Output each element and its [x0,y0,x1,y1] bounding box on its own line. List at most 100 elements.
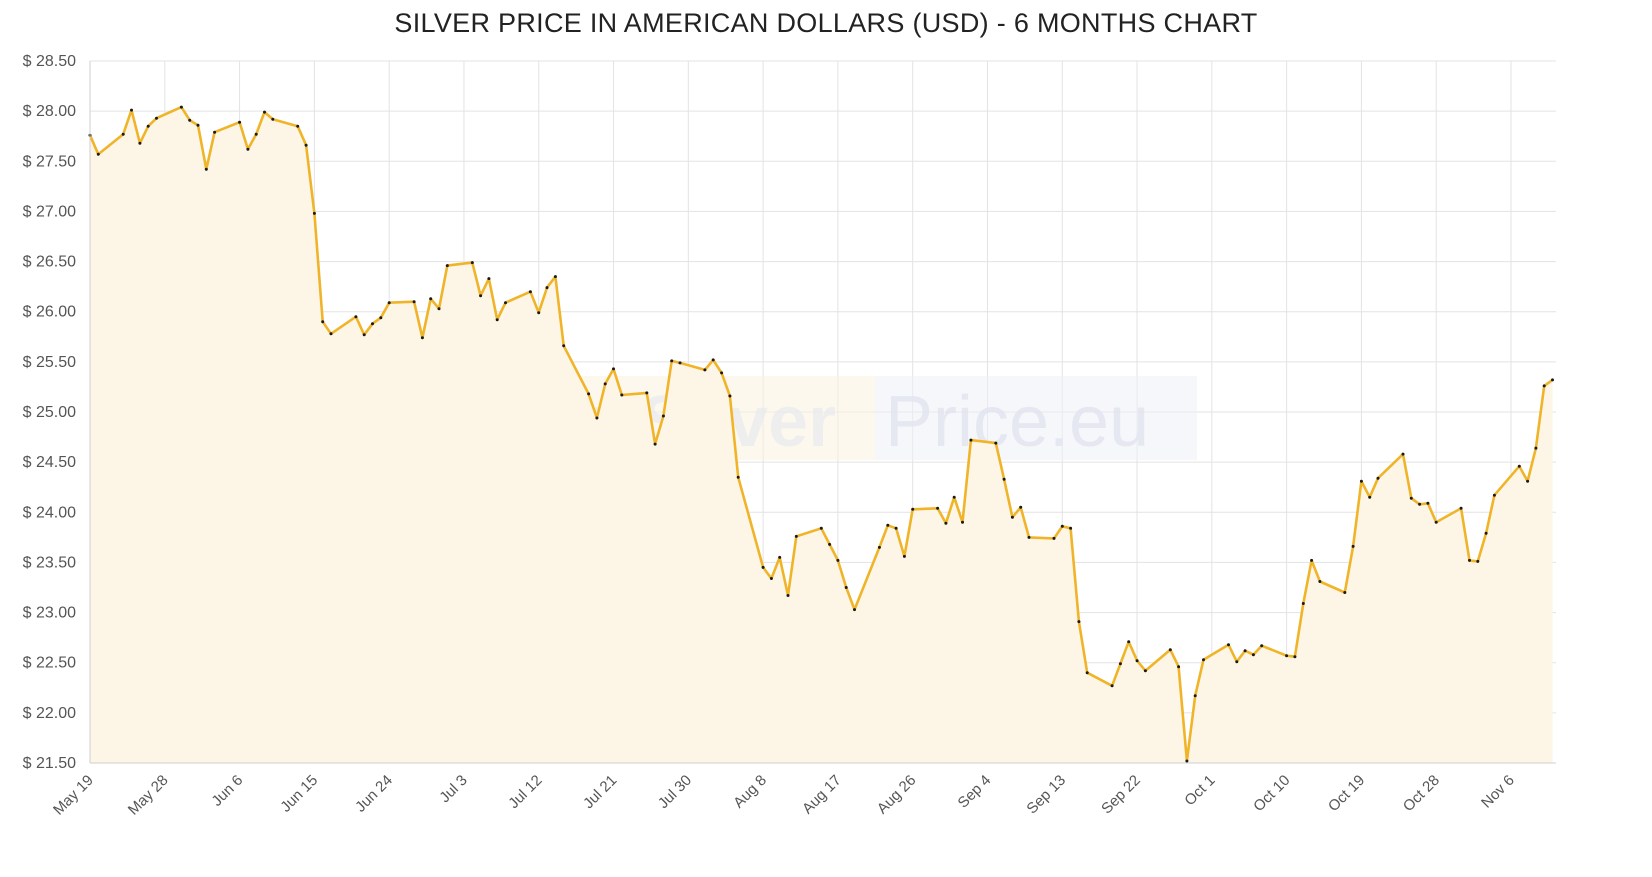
y-tick-label: $ 26.00 [23,304,76,321]
x-tick-label: Sep 13 [1023,772,1069,818]
y-tick-label: $ 25.00 [23,404,76,421]
data-point [254,132,258,136]
watermark-price-text: Price.eu [885,382,1149,462]
data-point [1019,505,1023,509]
x-tick-label: Jun 6 [208,772,246,810]
y-axis-ticks: $ 28.50 $ 28.00 $ 27.50 $ 27.00 $ 26.50 $ 26.… [23,53,76,772]
x-axis-ticks: May 19 May 28 Jun 6 Jun 15 Jun 24 Jul 3 Jul 12… [50,772,1518,819]
data-point [670,359,674,363]
data-point [420,336,424,340]
data-point [1409,496,1413,500]
data-point [1235,660,1239,664]
y-tick-label: $ 27.50 [23,153,76,170]
data-point [321,320,325,324]
data-point [1376,476,1380,480]
x-tick-label: Sep 22 [1098,772,1144,818]
data-point [387,301,391,305]
data-point [1251,653,1255,657]
data-point [1492,493,1496,497]
data-point [362,333,366,337]
data-point [1401,452,1405,456]
watermark-price-box [875,376,1197,460]
data-point [653,442,657,446]
data-point [130,108,133,112]
data-point [263,110,266,114]
data-point [1135,659,1139,663]
data-point [1052,536,1056,540]
data-point [1069,526,1073,530]
data-point [445,264,449,268]
data-point [553,275,557,279]
data-point [429,297,433,301]
x-tick-label: Jul 30 [655,772,695,812]
data-point [1434,520,1438,524]
data-point [96,152,100,156]
data-point [479,294,483,298]
data-points [88,105,1554,763]
data-point [911,507,915,511]
data-point [936,506,940,510]
data-point [894,526,898,530]
data-point [1027,535,1031,539]
data-point [412,300,416,304]
data-point [1301,602,1305,605]
data-point [1127,640,1131,644]
y-tick-label: $ 23.50 [23,554,76,571]
x-tick-label: Nov 6 [1478,772,1518,812]
chart-title: SILVER PRICE IN AMERICAN DOLLARS (USD) -… [394,8,1258,38]
data-point [537,311,541,315]
y-tick-label: $ 24.00 [23,504,76,521]
data-point [877,545,881,549]
data-point [1110,684,1114,688]
x-tick-label: Jun 15 [277,772,321,816]
data-point [645,391,649,395]
data-point [819,526,823,530]
data-point [902,554,906,558]
data-point [678,361,682,365]
data-point [545,286,549,290]
data-point [728,394,732,398]
data-point [1484,531,1488,535]
data-point [146,124,150,128]
data-point [853,608,856,612]
data-point [487,277,491,281]
data-point [437,307,441,311]
data-point [1168,648,1172,652]
data-point [312,211,316,215]
data-point [994,441,998,445]
data-point [1459,506,1463,510]
data-point [1010,515,1014,519]
x-tick-label: Sep 4 [955,772,995,812]
data-point [354,315,358,319]
data-point [188,118,192,122]
x-tick-label: Aug 26 [874,772,920,818]
data-point [1368,495,1372,499]
data-point [1426,501,1430,505]
data-point [969,438,973,442]
data-point [661,414,665,418]
data-point [1143,669,1147,673]
data-point [603,382,607,386]
data-point [528,290,532,294]
data-point [786,594,790,597]
data-point [121,132,125,136]
x-tick-label: Jun 24 [352,772,396,816]
data-point [961,520,964,524]
data-point [595,416,599,420]
data-point [736,475,740,479]
y-tick-label: $ 22.00 [23,705,76,722]
data-point [1351,544,1355,548]
x-tick-label: Aug 8 [730,772,770,812]
data-point [238,120,242,124]
data-point [271,117,275,121]
data-point [1177,665,1181,669]
y-tick-label: $ 23.00 [23,605,76,622]
data-point [504,301,507,305]
axes [89,61,1556,764]
data-point [179,105,183,109]
data-point [1359,479,1363,483]
data-point [1077,620,1081,624]
x-tick-label: Oct 1 [1181,772,1218,809]
x-tick-label: May 19 [50,772,97,819]
